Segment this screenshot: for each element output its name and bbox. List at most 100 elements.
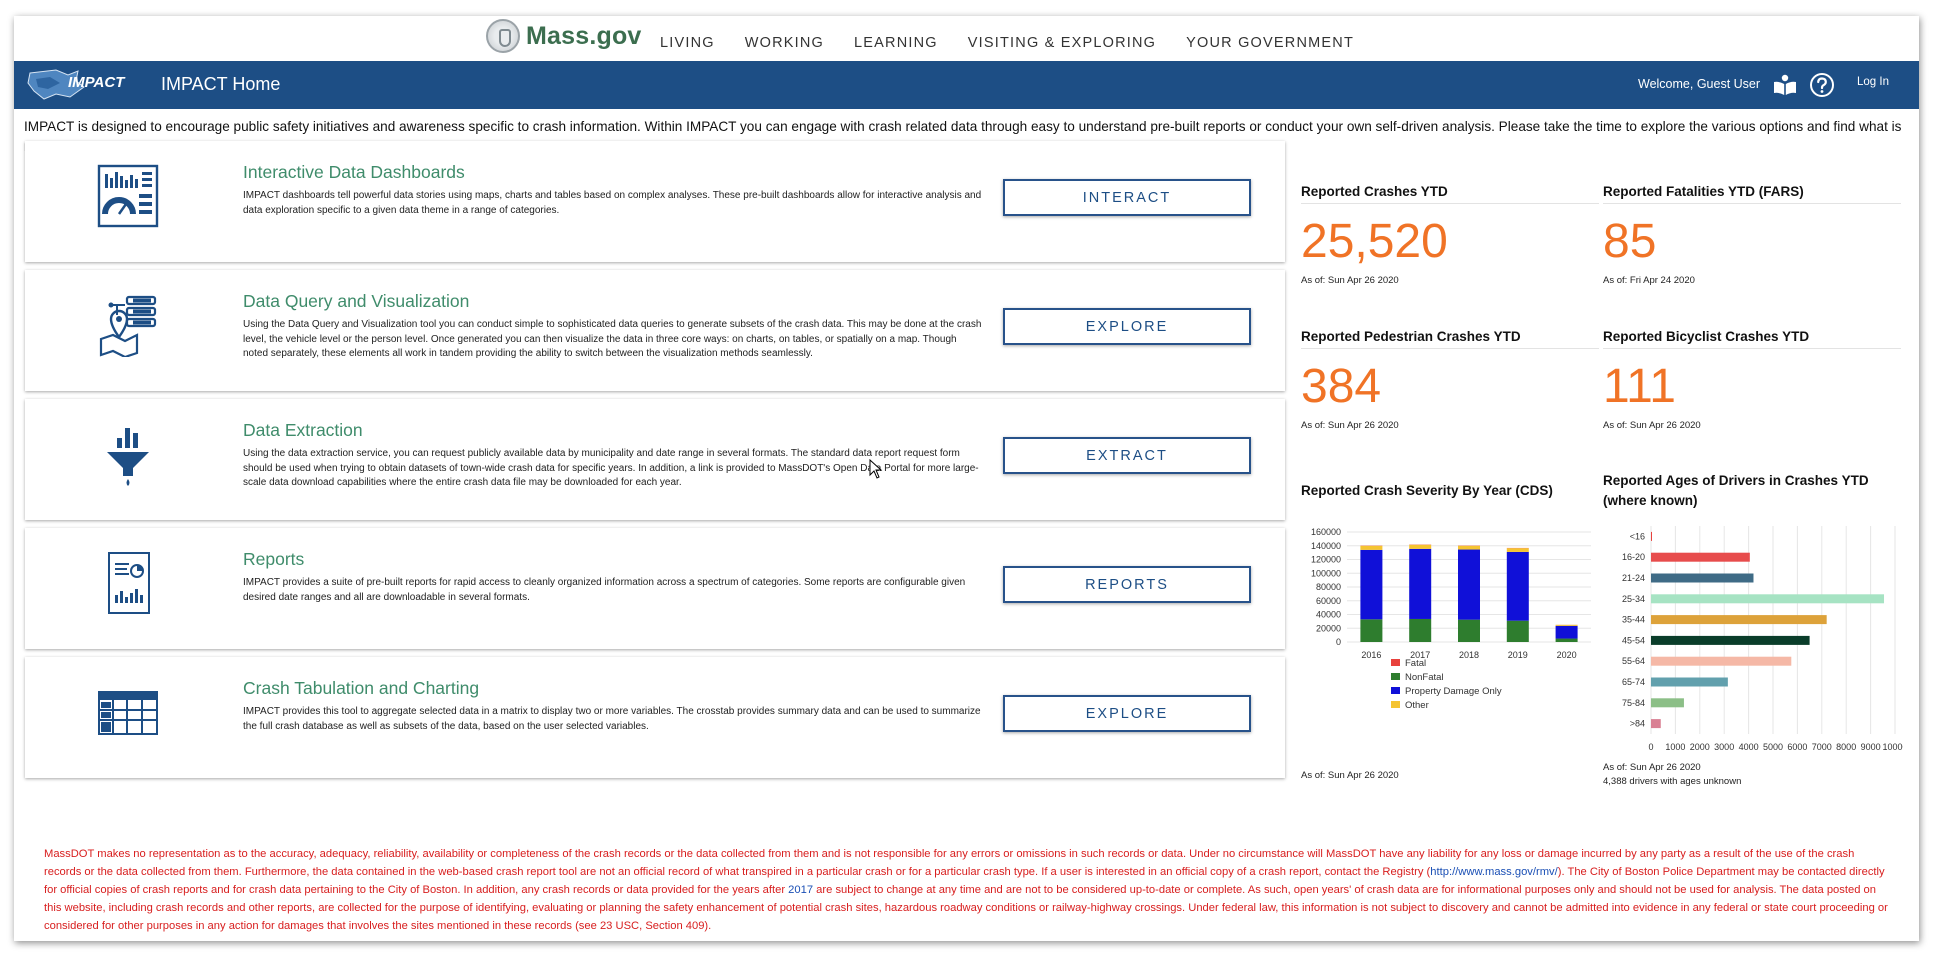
stat-reported-crashes: Reported Crashes YTD 25,520 As of: Sun A… (1301, 184, 1599, 286)
nav-your-government[interactable]: YOUR GOVERNMENT (1186, 35, 1354, 51)
stat-label: Reported Pedestrian Crashes YTD (1301, 329, 1599, 349)
stat-value: 85 (1603, 215, 1657, 268)
x-tick-label: 2000 (1690, 742, 1710, 752)
massgov-nav: LIVING WORKING LEARNING VISITING & EXPLO… (660, 35, 1384, 51)
welcome-text: Welcome, Guest User (1638, 77, 1761, 91)
y-tick-label: 100000 (1311, 568, 1341, 578)
stat-pedestrian-crashes: Reported Pedestrian Crashes YTD 384 As o… (1301, 329, 1599, 431)
disclaimer-part3: are subject to change at any time and ar… (44, 884, 1888, 932)
legend-swatch (1391, 687, 1400, 694)
x-tick-label: 2017 (1410, 650, 1430, 660)
stat-value: 384 (1301, 360, 1382, 413)
svg-text:IMPACT: IMPACT (68, 74, 126, 91)
y-tick-label: 65-74 (1622, 677, 1645, 687)
y-tick-label: 55-64 (1622, 656, 1645, 666)
card-description: Using the Data Query and Visualization t… (243, 319, 982, 359)
y-tick-label: 45-54 (1622, 635, 1645, 645)
interact-button[interactable]: INTERACT (1003, 179, 1251, 216)
legend-swatch (1391, 701, 1400, 708)
card-description: IMPACT provides a suite of pre-built rep… (243, 577, 966, 603)
stat-asof: As of: Sun Apr 26 2020 (1603, 420, 1701, 431)
y-tick-label: 120000 (1311, 555, 1341, 565)
table-grid-icon (98, 691, 158, 735)
y-tick-label: 140000 (1311, 541, 1341, 551)
y-tick-label: <16 (1630, 531, 1645, 541)
user-manual-icon[interactable] (1773, 74, 1797, 96)
card-title: Interactive Data Dashboards (243, 162, 465, 182)
card-data-extraction: Data Extraction Using the data extractio… (25, 399, 1285, 520)
legend-swatch (1391, 673, 1400, 680)
ages-chart-title: Reported Ages of Drivers in Crashes YTD … (1603, 471, 1869, 511)
disclaimer-part2: ). The City of Boston Police Department … (44, 866, 1885, 896)
y-tick-label: >84 (1630, 719, 1645, 729)
age-bar (1651, 656, 1792, 666)
y-tick-label: 16-20 (1622, 552, 1645, 562)
y-tick-label: 80000 (1316, 582, 1341, 592)
card-description: IMPACT provides this tool to aggregate s… (243, 706, 981, 732)
mouse-cursor-icon (869, 459, 883, 479)
bar-other (1458, 545, 1480, 550)
impact-logo[interactable]: IMPACT (26, 67, 146, 103)
state-seal-icon (486, 19, 520, 53)
dashboard-icon (97, 164, 159, 228)
severity-chart-asof: As of: Sun Apr 26 2020 (1301, 770, 1399, 781)
age-bar (1651, 719, 1661, 729)
x-tick-label: 8000 (1836, 742, 1856, 752)
legend-label: NonFatal (1405, 672, 1444, 683)
nav-working[interactable]: WORKING (744, 35, 825, 51)
y-tick-label: 40000 (1316, 610, 1341, 620)
age-bar (1651, 594, 1885, 604)
nav-living[interactable]: LIVING (660, 35, 715, 51)
ages-chart-title-line1: Reported Ages of Drivers in Crashes YTD (1603, 473, 1869, 488)
card-title: Crash Tabulation and Charting (243, 678, 480, 698)
y-tick-label: 60000 (1316, 596, 1341, 606)
y-tick-label: 21-24 (1622, 573, 1645, 583)
massgov-logo[interactable]: Mass.gov (486, 19, 642, 53)
bar-property-damage-only (1360, 549, 1383, 620)
legend-swatch (1391, 659, 1400, 666)
age-bar (1651, 635, 1810, 645)
reports-button[interactable]: REPORTS (1003, 566, 1251, 603)
y-tick-label: 160000 (1311, 527, 1341, 537)
bar-property-damage-only (1409, 548, 1432, 619)
bar-other (1555, 624, 1578, 626)
year-2017-link[interactable]: 2017 (788, 884, 814, 896)
x-tick-label: 2016 (1361, 650, 1381, 660)
stat-value: 25,520 (1301, 215, 1448, 268)
x-tick-label: 10000 (1882, 742, 1903, 752)
rmv-link[interactable]: http://www.mass.gov/rmv/ (1430, 866, 1558, 878)
ages-chart-asof: As of: Sun Apr 26 2020 (1603, 762, 1701, 773)
login-link[interactable]: Log In (1857, 76, 1889, 88)
stat-reported-fatalities: Reported Fatalities YTD (FARS) 85 As of:… (1603, 184, 1901, 286)
stat-asof: As of: Fri Apr 24 2020 (1603, 275, 1695, 286)
disclaimer-text: MassDOT makes no representation as to th… (44, 845, 1894, 935)
x-tick-label: 6000 (1787, 742, 1807, 752)
x-tick-label: 7000 (1812, 742, 1832, 752)
extract-button[interactable]: EXTRACT (1003, 437, 1251, 474)
ages-chart: 0 1000 2000 3000 4000 5000 6000 7000 8000 9000 100… (1622, 526, 1903, 752)
age-bar (1651, 615, 1827, 625)
bar-nonfatal (1458, 619, 1480, 642)
bar-nonfatal (1506, 620, 1529, 642)
card-description: Using the data extraction service, you c… (243, 448, 979, 488)
stat-bicyclist-crashes: Reported Bicyclist Crashes YTD 111 As of… (1603, 329, 1901, 431)
x-tick-label: 2019 (1508, 650, 1528, 660)
funnel-icon (107, 428, 149, 486)
explore-query-button[interactable]: EXPLORE (1003, 308, 1251, 345)
legend-label: Fatal (1405, 658, 1426, 669)
help-icon[interactable] (1809, 72, 1835, 98)
explore-crosstab-button[interactable]: EXPLORE (1003, 695, 1251, 732)
card-reports: Reports IMPACT provides a suite of pre-b… (25, 528, 1285, 649)
age-bar (1651, 573, 1754, 583)
x-tick-label: 4000 (1739, 742, 1759, 752)
x-tick-label: 0 (1648, 742, 1653, 752)
nav-learning[interactable]: LEARNING (854, 35, 938, 51)
stat-asof: As of: Sun Apr 26 2020 (1301, 275, 1399, 286)
card-crash-tabulation: Crash Tabulation and Charting IMPACT pro… (25, 657, 1285, 778)
bar-nonfatal (1360, 619, 1383, 642)
stat-asof: As of: Sun Apr 26 2020 (1301, 420, 1399, 431)
bar-property-damage-only (1458, 549, 1480, 620)
y-tick-label: 25-34 (1622, 594, 1645, 604)
query-map-icon (99, 295, 157, 357)
nav-visiting-exploring[interactable]: VISITING & EXPLORING (967, 35, 1157, 51)
